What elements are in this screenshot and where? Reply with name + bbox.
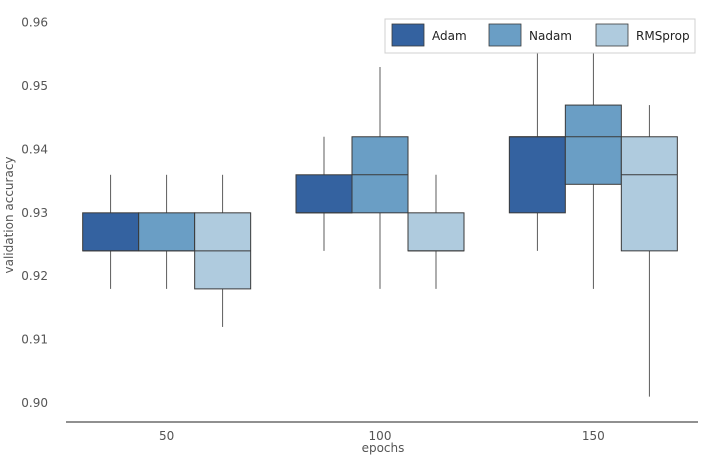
box-body (407, 212, 465, 252)
y-tick-label: 0.90 (21, 396, 48, 410)
box-adam-150 (508, 48, 566, 251)
box-rmsprop-100 (407, 174, 465, 289)
legend-label-adam: Adam (432, 29, 467, 43)
y-tick-label: 0.95 (21, 79, 48, 93)
box-body (564, 104, 622, 185)
x-axis-title: epochs (362, 441, 405, 455)
legend-swatch-rmsprop (595, 23, 629, 47)
legend-swatch-adam (391, 23, 425, 47)
legend-swatch-nadam (488, 23, 522, 47)
box-body (508, 136, 566, 214)
legend-label-rmsprop: RMSprop (636, 29, 690, 43)
y-axis-ticks: 0.90 0.91 0.92 0.93 0.94 0.95 0.96 (21, 16, 48, 410)
y-tick-label: 0.91 (21, 333, 48, 347)
box-groups (82, 48, 678, 397)
legend: Adam Nadam RMSprop (384, 18, 696, 54)
legend-label-nadam: Nadam (529, 29, 572, 43)
box-body (82, 212, 140, 252)
y-tick-label: 0.92 (21, 269, 48, 283)
box-adam-50 (82, 174, 140, 289)
x-axis-ticks: 50 100 150 (159, 429, 605, 443)
box-body (620, 136, 678, 252)
legend-frame (384, 18, 696, 54)
box-nadam-150 (564, 48, 622, 289)
x-tick-label: 50 (159, 429, 174, 443)
x-tick-label: 100 (369, 429, 392, 443)
x-tick-label: 150 (582, 429, 605, 443)
y-axis-title: validation accuracy (2, 156, 16, 273)
box-rmsprop-50 (194, 174, 252, 327)
box-body (138, 212, 196, 252)
box-body (295, 174, 353, 214)
box-adam-100 (295, 136, 353, 251)
box-nadam-100 (351, 67, 409, 289)
box-nadam-50 (138, 174, 196, 289)
y-tick-label: 0.96 (21, 16, 48, 30)
box-rmsprop-150 (620, 105, 678, 397)
y-tick-label: 0.93 (21, 206, 48, 220)
y-tick-label: 0.94 (21, 142, 48, 156)
